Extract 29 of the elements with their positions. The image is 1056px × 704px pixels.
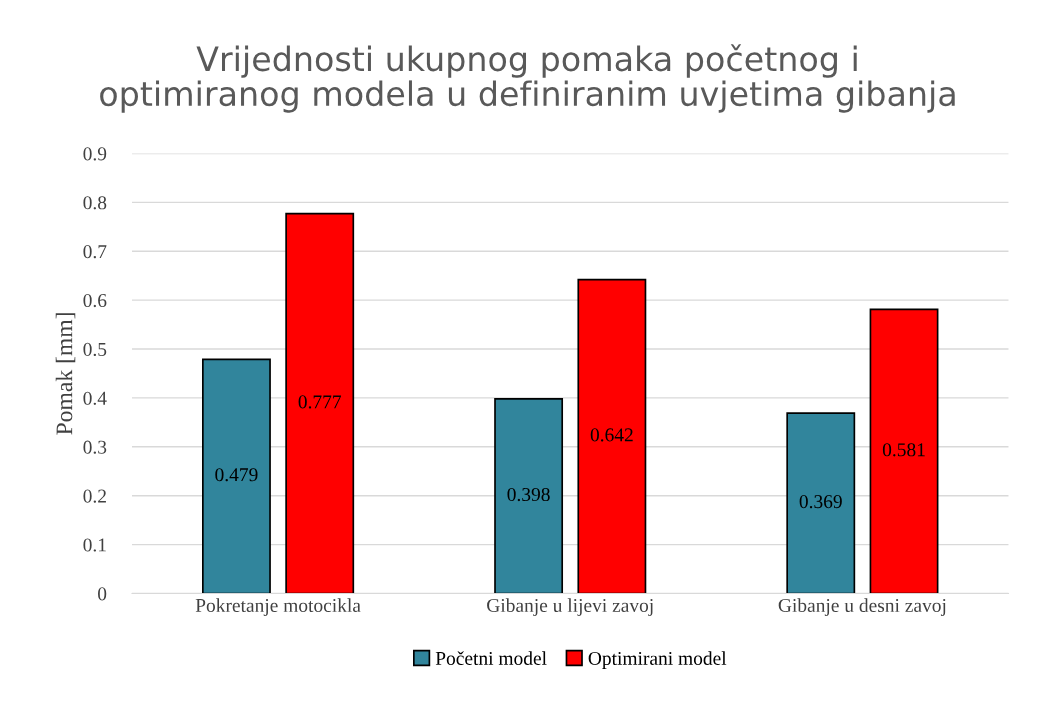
bar	[494, 398, 564, 594]
legend-label: Početni model	[435, 651, 547, 665]
y-tick-label: 0.9	[83, 147, 107, 161]
data-label: 0.398	[507, 487, 550, 502]
bar	[869, 308, 939, 594]
bar	[285, 212, 355, 594]
data-label: 0.369	[799, 495, 842, 509]
bar	[202, 358, 271, 594]
x-tick-label: Gibanje u lijevi zavoj	[487, 598, 653, 616]
data-label: 0.642	[590, 428, 633, 442]
y-tick-label: 0.2	[83, 489, 106, 503]
chart-title: Vrijednosti ukupnog pomaka početnog i optimiranog modela u definiranim uvjetima gibanja	[100, 44, 955, 113]
y-tick-label: 0.8	[83, 196, 107, 210]
bar	[577, 278, 647, 594]
y-tick-label: 0.6	[83, 293, 107, 308]
y-tick-label: 0.3	[83, 440, 107, 454]
x-tick-label: Gibanje u desni zavoj	[778, 598, 946, 616]
y-tick-label: 0.7	[83, 245, 107, 259]
y-tick-label: 0	[98, 587, 107, 601]
data-label: 0.479	[215, 468, 258, 482]
y-axis-title: Pomak [mm]	[55, 313, 76, 435]
y-tick-label: 0.1	[83, 538, 106, 552]
data-label: 0.581	[882, 443, 925, 457]
y-tick-label: 0.4	[83, 391, 107, 405]
x-tick-label: Pokretanje motocikla	[195, 598, 361, 616]
data-label: 0.777	[298, 395, 342, 409]
legend-label: Optimirani model	[588, 651, 727, 669]
y-tick-label: 0.5	[83, 342, 107, 357]
bar	[786, 412, 856, 594]
